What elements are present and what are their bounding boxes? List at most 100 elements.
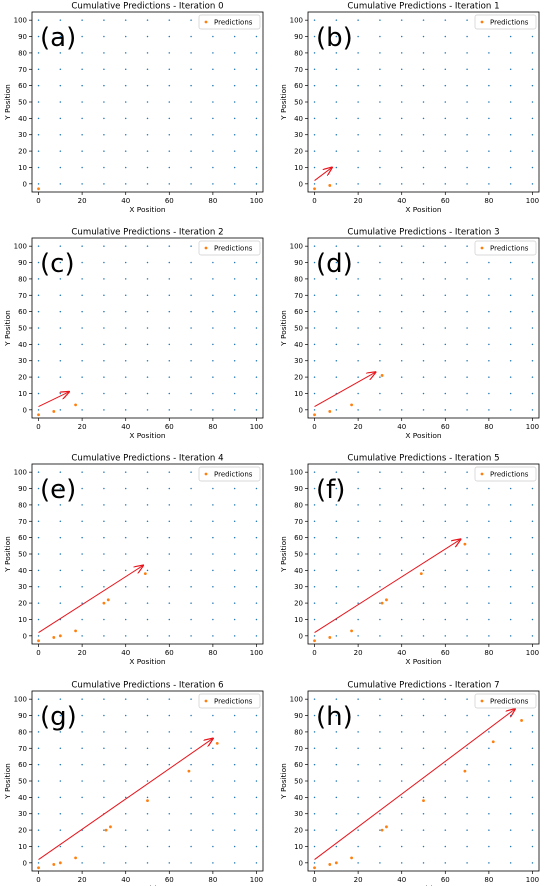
grid-point (190, 536, 192, 539)
grid-point (103, 618, 105, 621)
grid-point (103, 520, 105, 523)
grid-point (59, 35, 62, 38)
grid-point (37, 409, 40, 411)
grid-point (81, 763, 83, 766)
grid-point (59, 487, 62, 490)
grid-point (466, 327, 468, 329)
grid-point (124, 487, 127, 490)
grid-point (212, 376, 214, 378)
grid-point (146, 796, 149, 799)
grid-point (59, 504, 62, 506)
grid-point (103, 763, 105, 766)
grid-point (81, 714, 83, 717)
grid-point (313, 731, 316, 733)
grid-point (466, 635, 468, 637)
grid-point (357, 714, 359, 717)
grid-point (466, 845, 468, 848)
grid-point (212, 327, 214, 329)
grid-point (212, 731, 214, 733)
grid-point (466, 504, 468, 506)
grid-point (400, 133, 403, 136)
grid-point (124, 862, 127, 864)
grid-point (190, 166, 192, 169)
grid-point (59, 553, 62, 555)
grid-point (466, 166, 468, 169)
grid-point (400, 845, 403, 848)
grid-point (466, 101, 468, 103)
grid-point (422, 763, 425, 766)
x-tick-label: 40 (121, 649, 130, 657)
grid-point (190, 359, 192, 362)
grid-point (146, 553, 149, 555)
grid-point (103, 294, 105, 297)
grid-point (103, 150, 105, 152)
grid-point (422, 796, 425, 799)
grid-point (37, 68, 40, 71)
x-tick-label: 0 (312, 197, 316, 205)
grid-point (335, 117, 338, 120)
grid-point (233, 585, 236, 588)
grid-point (190, 392, 192, 395)
grid-point (168, 52, 171, 54)
grid-point (357, 310, 359, 313)
grid-point (313, 487, 316, 490)
grid-point (233, 602, 236, 604)
grid-point (313, 294, 316, 297)
grid-point (531, 133, 534, 136)
grid-point (124, 133, 127, 136)
grid-point (190, 763, 192, 766)
grid-point (466, 862, 468, 864)
prediction-point (109, 825, 112, 829)
grid-point (422, 862, 425, 864)
y-tick-label: 0 (23, 180, 27, 188)
y-tick-label: 30 (18, 810, 27, 818)
prediction-point (52, 410, 56, 413)
grid-point (422, 150, 425, 152)
grid-point (379, 796, 381, 799)
direction-arrow (314, 539, 461, 633)
grid-point (466, 471, 468, 473)
grid-point (37, 35, 40, 38)
grid-point (400, 747, 403, 750)
grid-point (379, 714, 381, 717)
grid-point (466, 487, 468, 490)
y-tick-label: 0 (23, 406, 27, 414)
grid-point (400, 569, 403, 572)
grid-point (81, 862, 83, 864)
prediction-point (328, 184, 332, 187)
grid-point (466, 68, 468, 71)
grid-point (335, 359, 338, 362)
grid-point (212, 504, 214, 506)
y-axis-label: Y Position (279, 763, 288, 800)
grid-point (379, 520, 381, 523)
x-tick-label: 40 (397, 197, 406, 205)
grid-point (168, 409, 171, 411)
chart-title: Cumulative Predictions - Iteration 0 (71, 2, 223, 12)
grid-point (59, 780, 62, 782)
grid-point (400, 487, 403, 490)
grid-point (444, 183, 447, 185)
x-tick-label: 100 (250, 423, 263, 431)
y-tick-label: 40 (18, 567, 27, 575)
grid-point (59, 829, 62, 831)
y-tick-label: 20 (18, 148, 27, 156)
grid-point (124, 845, 127, 848)
grid-point (255, 376, 258, 378)
legend-entry: Predictions (490, 698, 529, 706)
grid-point (37, 747, 40, 750)
grid-point (168, 487, 171, 490)
grid-point (422, 471, 425, 473)
x-tick-label: 60 (441, 423, 450, 431)
grid-point (466, 812, 468, 815)
grid-point (103, 504, 105, 506)
grid-point (531, 731, 534, 733)
grid-point (400, 714, 403, 717)
grid-point (422, 327, 425, 329)
grid-point (313, 618, 316, 621)
grid-point (59, 166, 62, 169)
grid-point (59, 359, 62, 362)
grid-point (444, 553, 447, 555)
y-tick-label: 50 (18, 778, 27, 786)
panel-label: (f) (316, 475, 345, 505)
grid-point (379, 409, 381, 411)
